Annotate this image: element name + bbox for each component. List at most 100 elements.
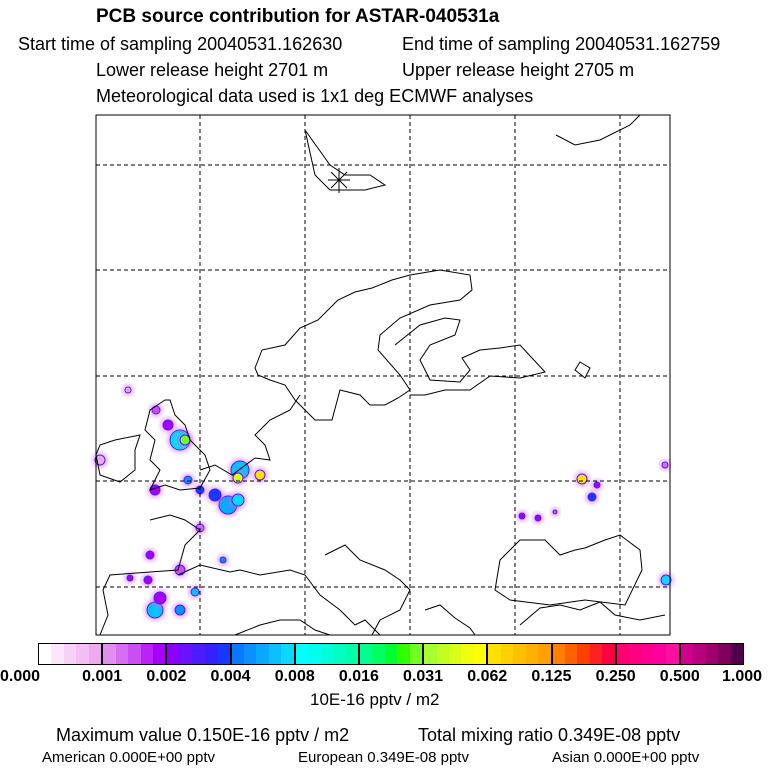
- colorbar-section: [103, 644, 168, 664]
- plume-cell: [534, 514, 542, 522]
- colorbar-section: [39, 644, 104, 664]
- colorbar-section: [552, 644, 617, 664]
- colorbar-section: [488, 644, 553, 664]
- colorbar-swatch: [424, 644, 437, 664]
- start-time: Start time of sampling 20040531.162630: [18, 34, 343, 54]
- colorbar-swatch: [179, 644, 193, 664]
- colorbar-swatch: [577, 644, 590, 664]
- plume-cell: [593, 481, 601, 489]
- colorbar-swatch: [76, 644, 89, 664]
- colorbar-swatch: [256, 644, 269, 664]
- colorbar-swatch: [192, 644, 205, 664]
- colorbar-swatch: [538, 644, 551, 664]
- colorbar-swatch: [564, 644, 578, 664]
- colorbar-swatch: [308, 644, 321, 664]
- european-value: European 0.349E-08 pptv: [298, 749, 469, 766]
- plume-cell: [208, 488, 222, 502]
- colorbar-tick-label: 0.016: [338, 668, 379, 685]
- colorbar-swatch: [513, 644, 526, 664]
- colorbar-swatch: [629, 644, 642, 664]
- colorbar-tick-label: 0.031: [403, 668, 444, 685]
- colorbar-tick-label: 1.000: [721, 668, 763, 685]
- colorbar-swatch: [88, 644, 102, 664]
- colorbar-swatch: [654, 644, 667, 664]
- colorbar-swatch: [140, 644, 153, 664]
- colorbar-swatch: [449, 644, 462, 664]
- colorbar-unit: 10E-16 pptv / m2: [310, 690, 440, 709]
- colorbar-swatch: [718, 644, 731, 664]
- colorbar-section: [616, 644, 681, 664]
- plume-cell: [143, 575, 153, 585]
- plume-cell: [661, 461, 669, 469]
- colorbar-tick-label: 0.500: [659, 668, 700, 685]
- colorbar-swatch: [152, 644, 166, 664]
- colorbar-swatch: [204, 644, 218, 664]
- plume-cell: [254, 469, 266, 481]
- colorbar-swatch: [525, 644, 539, 664]
- plume-cell: [151, 405, 161, 415]
- colorbar-swatch: [730, 644, 744, 664]
- colorbar-tick-label: 0.004: [210, 668, 251, 685]
- colorbar-swatch: [295, 644, 309, 664]
- plume-cell: [124, 386, 132, 394]
- plume-cell: [576, 473, 588, 485]
- plume-cell: [145, 550, 155, 560]
- colorbar-tick-label: 0.250: [595, 668, 636, 685]
- colorbar-swatch: [552, 644, 565, 664]
- plume-cell: [660, 574, 672, 586]
- star-marker: [328, 168, 350, 193]
- colorbar-swatch: [244, 644, 257, 664]
- colorbar-swatch: [641, 644, 654, 664]
- plume-cell: [190, 587, 200, 597]
- colorbar-swatch: [281, 644, 294, 664]
- plume-cell: [552, 509, 558, 515]
- colorbar-section: [680, 644, 744, 664]
- asian-value: Asian 0.000E+00 pptv: [552, 749, 700, 766]
- colorbar-swatch: [333, 644, 346, 664]
- colorbar-swatch: [103, 644, 116, 664]
- colorbar-swatch: [39, 644, 52, 664]
- plume-cell: [126, 574, 134, 582]
- colorbar-swatch: [128, 644, 141, 664]
- end-time: End time of sampling 20040531.162759: [402, 34, 721, 54]
- colorbar: [38, 643, 744, 665]
- plume-cell: [174, 604, 186, 616]
- colorbar-tick-label: 0.125: [531, 668, 572, 685]
- colorbar-swatch: [666, 644, 679, 664]
- colorbar-swatch: [500, 644, 514, 664]
- colorbar-swatch: [461, 644, 474, 664]
- map-plot: [92, 114, 674, 636]
- max-value: Maximum value 0.150E-16 pptv / m2: [56, 725, 350, 745]
- colorbar-swatch: [217, 644, 230, 664]
- plume-cell: [219, 556, 227, 564]
- colorbar-swatch: [359, 644, 373, 664]
- colorbar-swatch: [589, 644, 603, 664]
- colorbar-swatch: [268, 644, 282, 664]
- colorbar-swatch: [167, 644, 180, 664]
- colorbar-swatch: [473, 644, 487, 664]
- colorbar-swatch: [231, 644, 244, 664]
- colorbar-swatch: [602, 644, 615, 664]
- colorbar-swatch: [51, 644, 64, 664]
- colorbar-swatch: [63, 644, 77, 664]
- colorbar-swatch: [680, 644, 694, 664]
- plume-cell: [183, 475, 193, 485]
- colorbar-swatch: [705, 644, 719, 664]
- colorbar-swatch: [345, 644, 358, 664]
- colorbar-tick-label: 0.002: [146, 668, 187, 685]
- colorbar-swatch: [616, 644, 630, 664]
- concentration-field: [92, 384, 674, 621]
- colorbar-swatch: [488, 644, 501, 664]
- colorbar-tick-label: 0.001: [82, 668, 123, 685]
- colorbar-tick-label: 0.008: [274, 668, 315, 685]
- plume-cell: [587, 492, 597, 502]
- colorbar-section: [231, 644, 296, 664]
- american-value: American 0.000E+00 pptv: [42, 749, 216, 766]
- colorbar-section: [167, 644, 232, 664]
- plume-cell: [232, 472, 244, 484]
- colorbar-swatch: [372, 644, 385, 664]
- colorbar-tick-label: 0.000: [0, 668, 41, 685]
- plume-cell: [153, 591, 167, 605]
- upper-height: Upper release height 2705 m: [402, 60, 635, 80]
- met-data: Meteorological data used is 1x1 deg ECMW…: [96, 86, 534, 106]
